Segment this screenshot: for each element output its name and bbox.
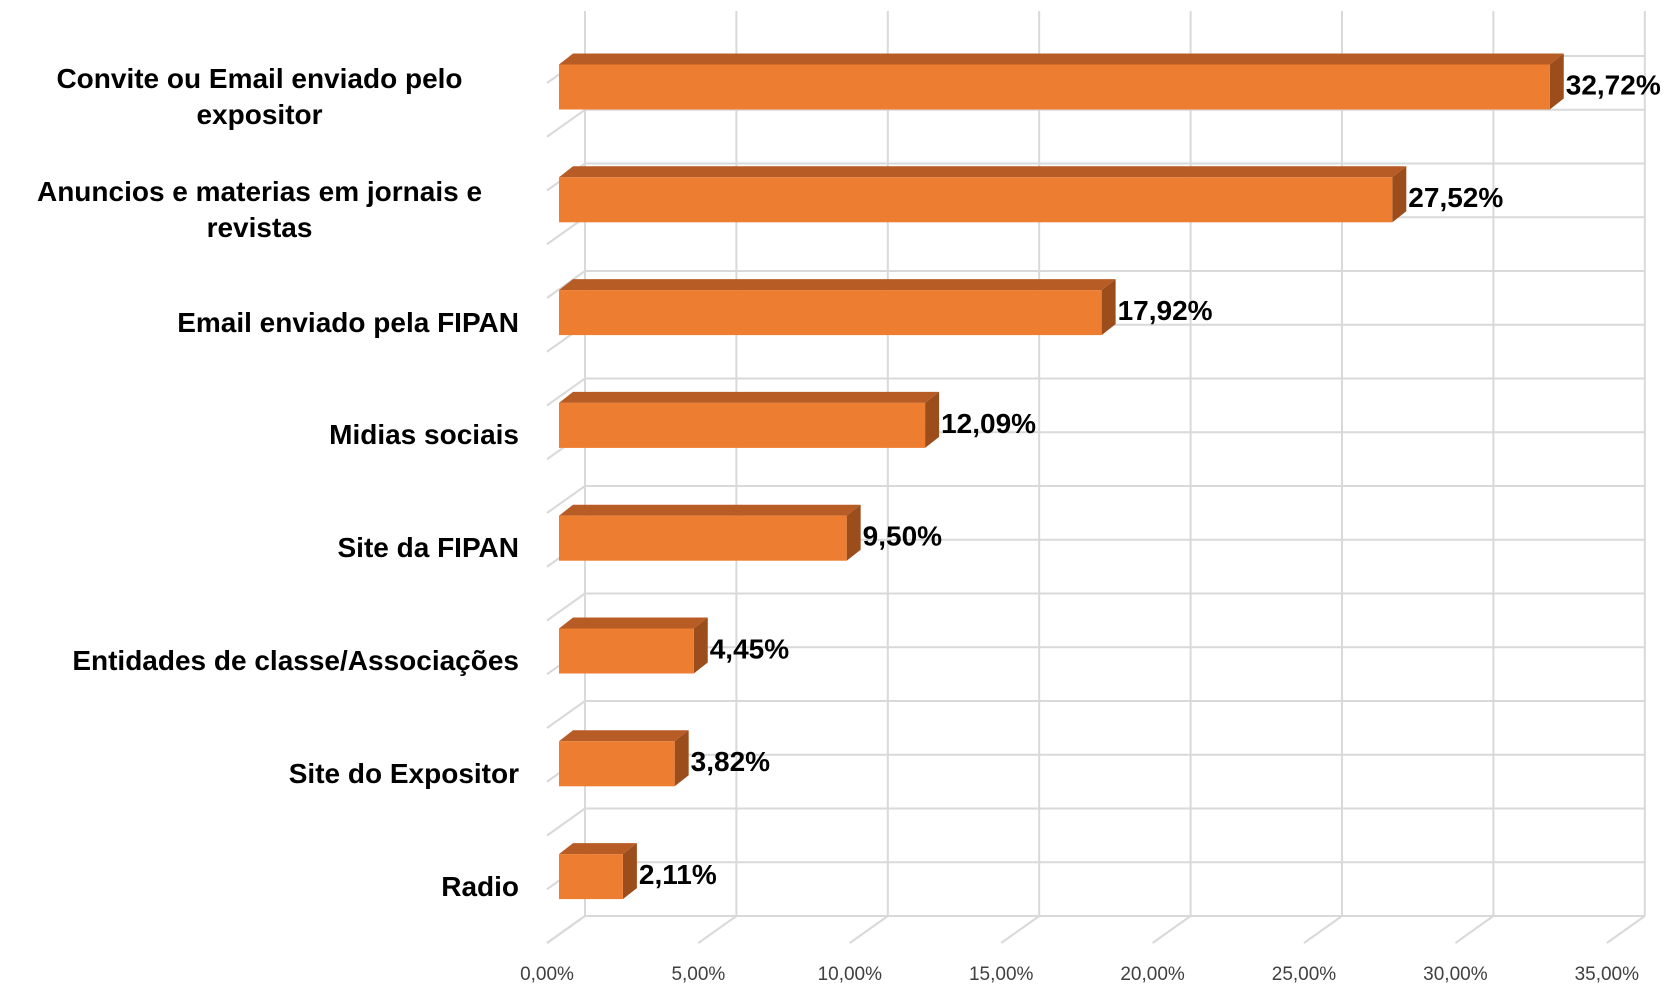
- bar: [559, 177, 1393, 223]
- x-tick-label: 20,00%: [1120, 964, 1185, 985]
- floor-line: [849, 915, 889, 944]
- bar-side: [1549, 53, 1564, 110]
- category-text: Convite ou Email enviado pelo expositor: [56, 63, 463, 130]
- bar-top: [559, 617, 708, 629]
- side-line: [546, 377, 586, 407]
- floor-line: [1606, 915, 1646, 944]
- category-text: Site da FIPAN: [337, 532, 519, 564]
- category-text: Email enviado pela FIPAN: [177, 306, 519, 338]
- floor-line: [1152, 915, 1192, 944]
- side-line: [546, 592, 586, 622]
- bar: [559, 515, 847, 561]
- category-label: Radio: [441, 869, 519, 905]
- category-text: Site do Expositor: [288, 757, 519, 789]
- x-tick-label: 5,00%: [671, 964, 725, 985]
- data-label: 12,09%: [941, 408, 1036, 439]
- x-tick-label: 0,00%: [520, 964, 574, 985]
- side-line: [546, 270, 586, 299]
- category-text: Radio: [441, 870, 519, 902]
- floor-line: [1000, 915, 1040, 944]
- category-label: Convite ou Email enviado pelo expositor: [0, 61, 519, 133]
- side-line: [546, 485, 586, 514]
- floor-line: [546, 915, 586, 944]
- bar: [559, 64, 1550, 110]
- bar: [559, 628, 694, 674]
- data-label: 27,52%: [1408, 182, 1503, 213]
- data-label: 3,82%: [691, 746, 770, 777]
- category-label: Site do Expositor: [289, 756, 519, 792]
- x-tick-label: 10,00%: [818, 964, 883, 985]
- floor-line: [697, 915, 737, 944]
- bar-top: [559, 166, 1407, 178]
- side-line: [546, 108, 586, 138]
- bar-top: [559, 843, 637, 855]
- category-text: Entidades de classe/Associações: [72, 645, 519, 676]
- bar-side: [622, 843, 637, 900]
- data-label: 9,50%: [863, 521, 942, 552]
- bar-side: [846, 504, 861, 561]
- bar-side: [1101, 279, 1116, 336]
- bar-top: [559, 53, 1564, 65]
- bar: [559, 290, 1102, 336]
- bar-top: [559, 504, 861, 516]
- category-label: Site da FIPAN: [337, 530, 519, 566]
- floor-line: [1454, 915, 1494, 944]
- data-label: 4,45%: [710, 633, 789, 664]
- category-label: Midias sociais: [329, 417, 519, 453]
- x-tick-label: 35,00%: [1575, 964, 1640, 985]
- bar: [559, 741, 675, 787]
- x-tick-label: 30,00%: [1423, 964, 1488, 985]
- category-text: Midias sociais: [329, 419, 519, 451]
- bar-top: [559, 730, 689, 742]
- category-text: Anuncios e materias em jornais e revista…: [36, 175, 483, 243]
- bar-top: [559, 391, 940, 403]
- bar-top: [559, 279, 1116, 291]
- bar-side: [925, 391, 940, 448]
- side-line: [546, 807, 586, 837]
- bar: [559, 402, 926, 448]
- bar-side: [1392, 166, 1407, 223]
- data-label: 2,11%: [639, 859, 717, 890]
- category-label: Anuncios e materias em jornais e revista…: [0, 174, 519, 246]
- side-line: [546, 700, 586, 729]
- bar-side: [674, 730, 689, 787]
- bar: [559, 854, 623, 900]
- data-label: 17,92%: [1118, 295, 1213, 326]
- x-tick-label: 25,00%: [1272, 964, 1337, 985]
- x-tick-label: 15,00%: [969, 964, 1034, 985]
- category-label: Email enviado pela FIPAN: [177, 305, 519, 341]
- floor-line: [1303, 915, 1343, 944]
- bar-side: [693, 617, 708, 674]
- category-label: Entidades de classe/Associações: [72, 643, 519, 679]
- data-label: 32,72%: [1566, 69, 1661, 100]
